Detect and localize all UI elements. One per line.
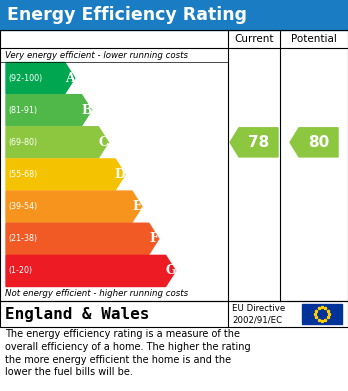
Text: (39-54): (39-54) [8, 202, 37, 211]
Polygon shape [6, 127, 108, 158]
Text: (92-100): (92-100) [8, 74, 42, 83]
Text: (55-68): (55-68) [8, 170, 37, 179]
Text: F: F [149, 232, 158, 245]
Bar [302, 304, 342, 324]
Bar [0, 30, 348, 301]
Text: The energy efficiency rating is a measure of the
overall efficiency of a home. T: The energy efficiency rating is a measur… [5, 329, 251, 377]
Text: A: A [65, 72, 75, 84]
Text: (69-80): (69-80) [8, 138, 37, 147]
Bar [0, 301, 348, 327]
Polygon shape [6, 63, 75, 93]
Text: (81-91): (81-91) [8, 106, 37, 115]
Polygon shape [6, 255, 176, 287]
Text: Not energy efficient - higher running costs: Not energy efficient - higher running co… [5, 289, 188, 298]
Text: Very energy efficient - lower running costs: Very energy efficient - lower running co… [5, 50, 188, 59]
Polygon shape [230, 128, 278, 157]
Polygon shape [6, 159, 125, 190]
Text: (21-38): (21-38) [8, 234, 37, 243]
Text: D: D [115, 168, 126, 181]
Text: G: G [165, 264, 176, 278]
Bar [0, 0, 348, 30]
Text: Potential: Potential [291, 34, 337, 44]
Text: England & Wales: England & Wales [5, 307, 149, 321]
Polygon shape [6, 223, 159, 255]
Polygon shape [6, 191, 142, 222]
Text: EU Directive
2002/91/EC: EU Directive 2002/91/EC [232, 303, 285, 325]
Polygon shape [290, 128, 338, 157]
Text: E: E [132, 200, 142, 213]
Text: (1-20): (1-20) [8, 266, 32, 275]
Text: Energy Efficiency Rating: Energy Efficiency Rating [7, 6, 247, 24]
Text: 78: 78 [248, 135, 269, 150]
Polygon shape [6, 95, 92, 126]
Text: B: B [81, 104, 92, 117]
Text: 80: 80 [308, 135, 329, 150]
Text: C: C [98, 136, 108, 149]
Text: Current: Current [234, 34, 274, 44]
